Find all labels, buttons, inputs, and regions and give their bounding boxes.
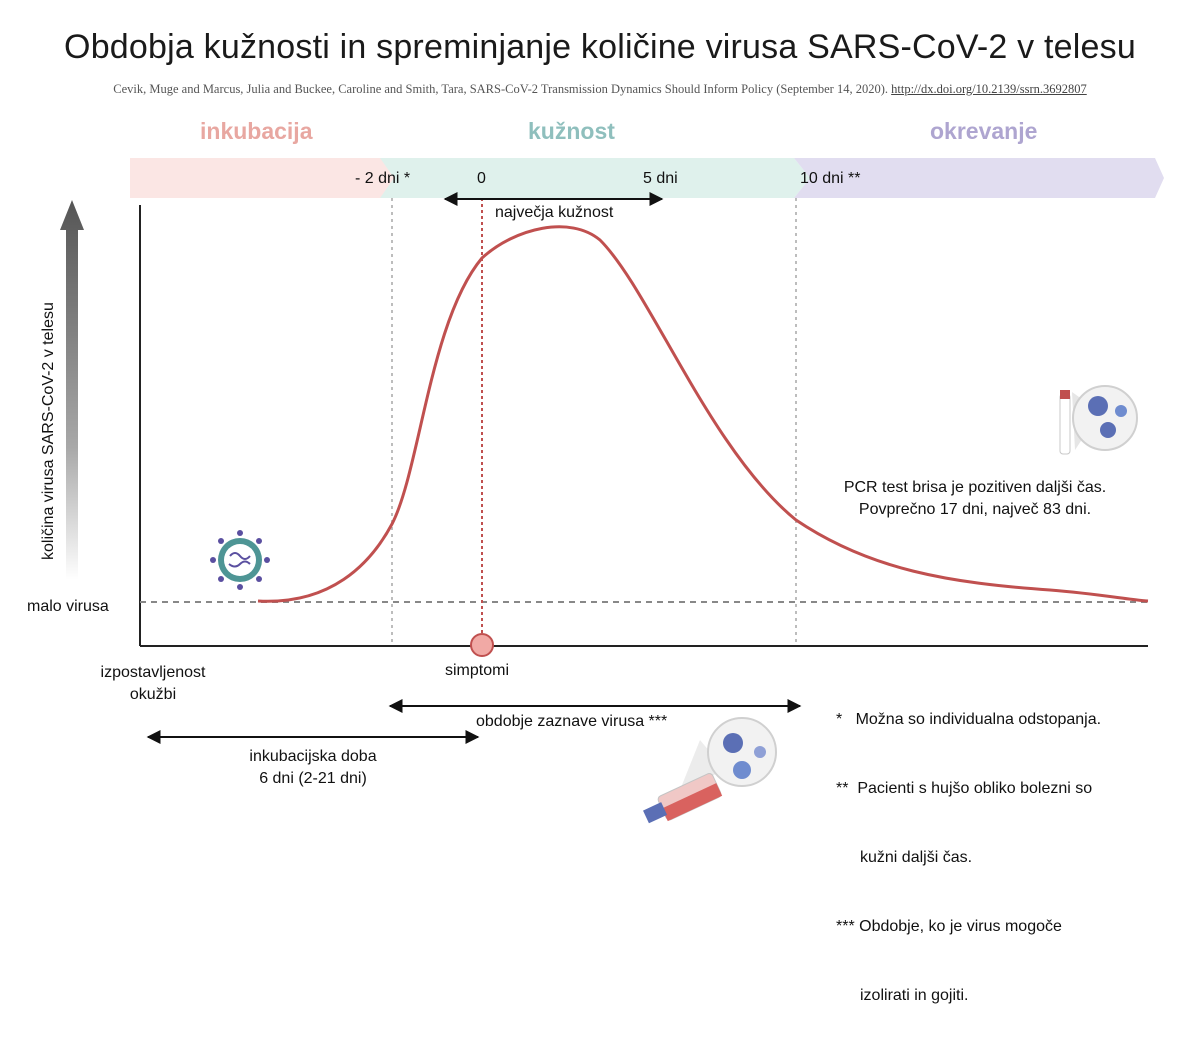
diagram-canvas	[60, 158, 1164, 824]
y-axis-arrow	[60, 200, 84, 580]
peak-infectiousness-label: največja kužnost	[495, 204, 614, 221]
footnote-3b: izolirati in gojiti.	[860, 987, 969, 1004]
virus-icon	[210, 530, 270, 590]
exposure-label-line2: okužbi	[129, 686, 177, 703]
exposure-label: izpostavljenost okužbi	[88, 662, 218, 706]
phase-recovery-label: okrevanje	[930, 118, 1038, 144]
pcr-swab-icon	[1059, 385, 1138, 455]
phase-incubation-label: inkubacija	[200, 118, 313, 144]
exposure-label-line1: izpostavljenost	[100, 664, 206, 681]
incubation-period-label: inkubacijska doba 6 dni (2-21 dni)	[213, 746, 413, 790]
timeline-plus5: 5 dni	[643, 170, 678, 187]
incubation-period-line1: inkubacijska doba	[249, 748, 377, 765]
infographic: Obdobja kužnosti in spreminjanje količin…	[0, 28, 1200, 1004]
footnote-1: * Možna so individualna odstopanja.	[836, 711, 1102, 728]
timeline-minus2: - 2 dni *	[355, 170, 411, 187]
incubation-period-line2: 6 dni (2-21 dni)	[259, 770, 367, 787]
low-virus-label: malo virusa	[27, 598, 109, 615]
timeline-zero: 0	[477, 170, 486, 187]
pcr-note-line1: PCR test brisa je pozitiven daljši čas.	[843, 479, 1107, 496]
pcr-note-line2: Povprečno 17 dni, največ 83 dni.	[858, 501, 1092, 518]
symptoms-label: simptomi	[445, 662, 510, 679]
footnote-3a: *** Obdobje, ko je virus mogoče	[836, 918, 1062, 935]
citation-link[interactable]: http://dx.doi.org/10.2139/ssrn.3692807	[891, 82, 1087, 96]
detection-period-label: obdobje zaznave virusa ***	[476, 713, 668, 730]
citation-text: Cevik, Muge and Marcus, Julia and Buckee…	[113, 82, 888, 96]
phase-infectious-label: kužnost	[528, 118, 615, 144]
infectious-band	[350, 158, 810, 198]
culture-flask-icon	[643, 717, 777, 824]
pcr-note: PCR test brisa je pozitiven daljši čas. …	[790, 477, 1160, 521]
viral-load-curve	[257, 225, 1149, 603]
footnotes: * Možna so individualna odstopanja. ** P…	[836, 662, 1176, 1053]
footnote-2b: kužni daljši čas.	[860, 849, 973, 866]
citation: Cevik, Muge and Marcus, Julia and Buckee…	[0, 82, 1200, 97]
footnote-2a: ** Pacienti s hujšo obliko bolezni so	[836, 780, 1093, 797]
timeline-plus10: 10 dni **	[800, 170, 861, 187]
recovery-band	[794, 158, 1164, 198]
symptoms-marker	[470, 633, 494, 657]
page-title: Obdobja kužnosti in spreminjanje količin…	[64, 28, 1136, 66]
y-axis-label: količina virusa SARS-CoV-2 v telesu	[40, 302, 57, 560]
incubation-band-arrow	[130, 158, 394, 198]
